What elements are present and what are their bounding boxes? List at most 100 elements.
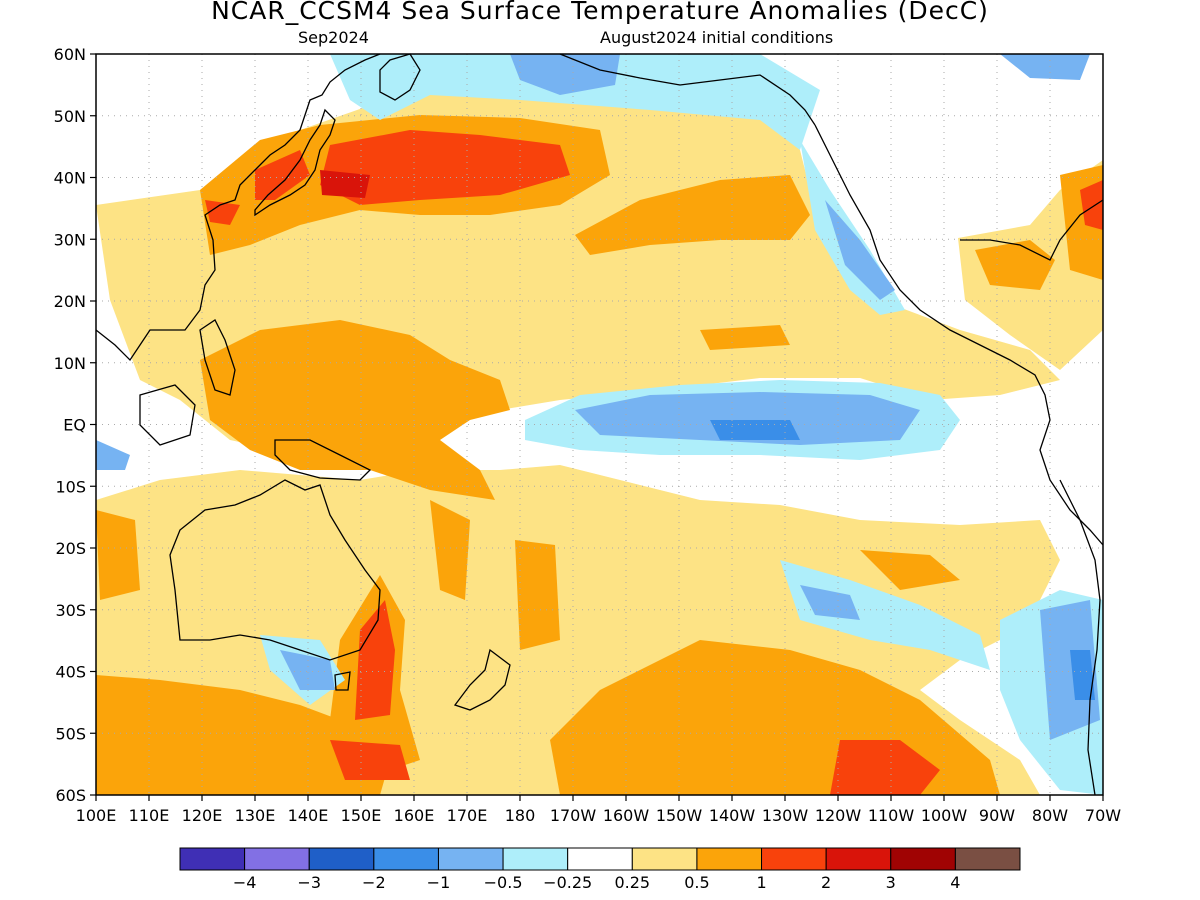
baja-cool [825,200,895,300]
gulf-of-mexico-coast [960,199,1104,261]
lat-tick-label: 50N [54,107,86,126]
lat-tick-label: 40S [55,663,86,682]
south-central-anomaly [515,540,560,650]
colorbar-label: −4 [233,873,257,892]
colorbar-swatch [761,847,827,871]
lon-tick-label: 130W [762,806,809,825]
south-america-west-coast [1059,479,1101,796]
lon-tick-label: 100E [76,806,117,825]
colorbar-swatch [502,847,569,871]
lon-tick-label: 170W [550,806,597,825]
equatorial-strong-cool [710,420,800,440]
lon-tick-label: 130E [235,806,276,825]
subtropical-east-anomaly [700,325,790,350]
colorbar-label: 4 [950,873,960,892]
colorbar-label: −2 [362,873,386,892]
latitude-axis: 60N 50N 40N 30N 20N 10N EQ 10S 20S 30S 40S 50S 60S [54,45,96,805]
colorbar-label: −0.25 [543,873,592,892]
colorbar-swatch [373,847,439,871]
warm-pool-anomaly [200,320,510,500]
lat-tick-label: 60S [55,786,86,805]
longitude-axis: 100E 110E 120E 130E 140E 150E 160E 170E 180 170W 1… [76,795,1121,825]
colorbar-label: 1 [756,873,766,892]
chile-strong-cool [1070,650,1095,700]
kamchatka-coast [379,53,421,101]
bering-sea-cool [510,54,620,95]
southeast-cool-region [780,560,990,670]
philippines-coast [199,319,236,396]
lon-tick-label: 170E [447,806,488,825]
indian-ocean-cool [96,440,130,470]
north-america-coast [814,124,1104,546]
lat-tick-label: 50S [55,724,86,743]
australia-coast [169,479,381,661]
lon-tick-label: 70W [1085,806,1121,825]
map-title: NCAR_CCSM4 Sea Surface Temperature Anoma… [211,0,989,25]
colorbar-label: 3 [886,873,896,892]
lon-tick-label: 120W [815,806,862,825]
colorbar-swatch [696,847,763,871]
colorbar-label: 2 [821,873,831,892]
southern-ocean-hotspot [330,740,410,780]
bering-cool-region [330,54,820,150]
lat-tick-label: 60N [54,45,86,64]
colorbar-label: 0.5 [684,873,709,892]
colorbar-label: −1 [427,873,451,892]
south-pacific-hotspot [830,740,940,795]
japan-sea-hotspot [255,150,310,200]
colorbar-swatch [179,847,246,871]
borneo-coast [139,384,196,446]
lat-tick-label: 20S [55,539,86,558]
anomaly-fields [96,54,1103,795]
tasman-hotspot [355,600,395,720]
lon-tick-label: 80W [1032,806,1068,825]
colorbar-swatch [631,847,698,871]
lat-tick-label: 10S [55,477,86,496]
yellow-sea-hotspot [205,200,240,225]
lon-tick-label: 180 [505,806,536,825]
colorbar-swatch [567,847,633,871]
anomaly-0.5-1 [96,115,1103,795]
lon-tick-label: 120E [182,806,223,825]
lat-tick-label: 20N [54,292,86,311]
lon-tick-label: 160E [394,806,435,825]
lon-tick-label: 150W [656,806,703,825]
coral-sea-anomaly [430,500,470,600]
northwest-pacific-hotspot [320,130,570,205]
alaska-coast [559,53,816,126]
lon-tick-label: 140W [709,806,756,825]
kuroshio-extreme-anomaly [320,170,370,198]
southeast-pacific-anomaly [860,550,960,590]
colorbar-swatch [244,847,310,871]
colorbar-swatch [437,847,504,871]
anomaly-2-3 [320,170,370,198]
new-guinea-coast [274,439,372,481]
lon-tick-label: 110W [868,806,915,825]
lat-tick-label: 40N [54,169,86,188]
colorbar-swatch [825,847,892,871]
japan-coast [254,108,336,217]
colorbar-label: −3 [297,873,321,892]
indian-ocean-anomaly [96,510,140,600]
lon-tick-label: 100W [921,806,968,825]
lon-tick-label: 140E [288,806,329,825]
colorbar-swatch [308,847,375,871]
chile-cool [1040,600,1100,740]
equatorial-cool-core [575,392,920,445]
lat-tick-label: 30S [55,601,86,620]
alaska-cool [1000,54,1090,80]
atlantic-hotspot [1080,180,1103,230]
new-zealand-coast [453,648,511,711]
colorbar-legend: −4 −3 −2 −1 −0.5 −0.25 0.25 0.5 1 2 3 4 [179,847,1021,892]
initial-conditions-label: August2024 initial conditions [600,28,834,47]
tasmania-south-cool [280,650,335,690]
colorbar-label: −0.5 [484,873,523,892]
lon-tick-label: 90W [979,806,1015,825]
lat-tick-label: 30N [54,230,86,249]
tasmania-coast [334,671,351,691]
lon-tick-label: 110E [129,806,170,825]
lat-tick-label: 10N [54,354,86,373]
anomaly-1-2 [205,130,1103,795]
southern-ocean-west-anomaly [96,675,390,795]
